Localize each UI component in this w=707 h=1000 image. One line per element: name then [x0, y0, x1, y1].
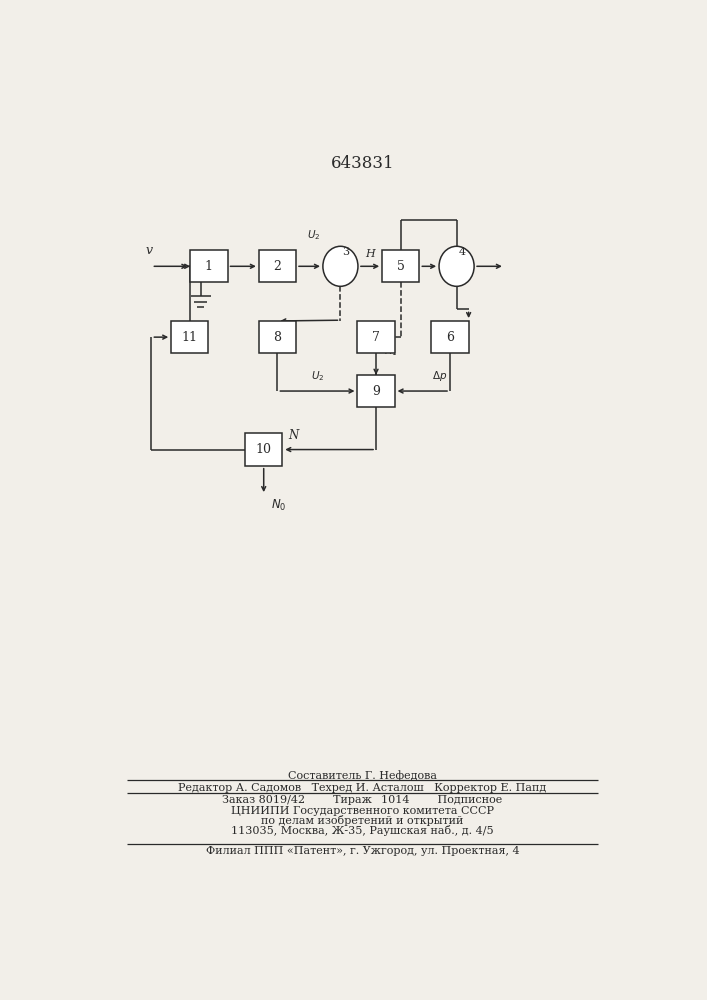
Text: v: v: [145, 244, 152, 257]
Text: 8: 8: [274, 331, 281, 344]
Text: Составитель Г. Нефедова: Составитель Г. Нефедова: [288, 771, 437, 781]
Text: 4: 4: [458, 247, 465, 257]
Text: 11: 11: [182, 331, 198, 344]
Text: 10: 10: [256, 443, 271, 456]
Text: H: H: [365, 249, 375, 259]
Text: $N_0$: $N_0$: [271, 498, 287, 513]
FancyBboxPatch shape: [358, 321, 395, 353]
Text: 2: 2: [274, 260, 281, 273]
Text: N: N: [288, 429, 298, 442]
Text: 3: 3: [342, 247, 349, 257]
FancyBboxPatch shape: [190, 250, 228, 282]
FancyBboxPatch shape: [259, 321, 296, 353]
Text: 1: 1: [205, 260, 213, 273]
Text: 6: 6: [446, 331, 454, 344]
Text: по делам изобретений и открытий: по делам изобретений и открытий: [261, 815, 464, 826]
Text: $R_1$: $R_1$: [385, 344, 397, 358]
Ellipse shape: [323, 246, 358, 286]
Text: $U_2$: $U_2$: [307, 229, 320, 242]
Text: 113035, Москва, Ж-35, Раушская наб., д. 4/5: 113035, Москва, Ж-35, Раушская наб., д. …: [231, 825, 493, 836]
FancyBboxPatch shape: [382, 250, 419, 282]
FancyBboxPatch shape: [431, 321, 469, 353]
Text: Редактор А. Садомов   Техред И. Асталош   Корректор Е. Папд: Редактор А. Садомов Техред И. Асталош Ко…: [178, 783, 547, 793]
FancyBboxPatch shape: [358, 375, 395, 407]
Text: $U_2$: $U_2$: [310, 370, 324, 383]
Text: 643831: 643831: [331, 155, 394, 172]
Text: 9: 9: [372, 385, 380, 398]
FancyBboxPatch shape: [245, 433, 282, 466]
Text: ЦНИИПИ Государственного комитета СССР: ЦНИИПИ Государственного комитета СССР: [231, 806, 493, 816]
Text: Заказ 8019/42        Тираж  1014        Подписное: Заказ 8019/42 Тираж 1014 Подписное: [222, 795, 503, 805]
Text: 7: 7: [372, 331, 380, 344]
Text: 5: 5: [397, 260, 404, 273]
FancyBboxPatch shape: [171, 321, 209, 353]
Text: Филиал ППП «Патент», г. Ужгород, ул. Проектная, 4: Филиал ППП «Патент», г. Ужгород, ул. Про…: [206, 846, 519, 856]
FancyBboxPatch shape: [259, 250, 296, 282]
Ellipse shape: [439, 246, 474, 286]
Text: $\Delta p$: $\Delta p$: [432, 369, 448, 383]
